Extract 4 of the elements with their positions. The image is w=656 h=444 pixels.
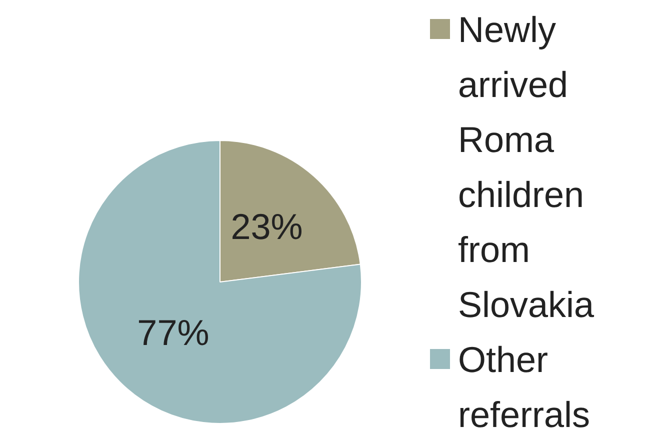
- data-label: 77%: [137, 312, 210, 353]
- legend-label: Newly arrived Roma children from Slovakia: [458, 8, 596, 327]
- legend-label: Other referrals: [458, 338, 592, 437]
- data-label: 23%: [230, 206, 303, 247]
